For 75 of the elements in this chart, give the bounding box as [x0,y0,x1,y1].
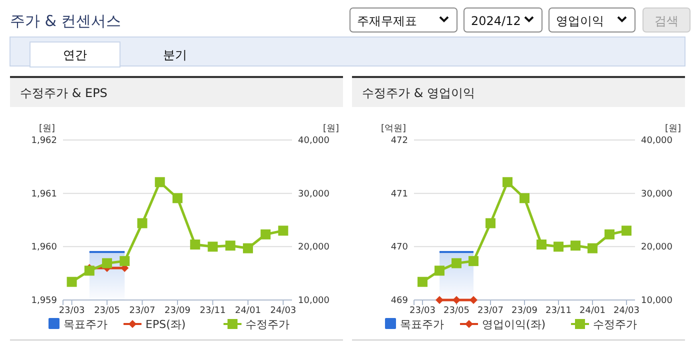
point [588,243,598,254]
text: 영업이익 [556,14,604,28]
y2-tick-label: 10,000 [298,296,330,306]
legend-label: 영업이익(좌) [482,318,546,331]
x-tick-label: 24/01 [580,306,606,316]
y-tick-label: 471 [390,189,408,200]
y2-axis-title: [원] [322,124,339,134]
point [570,240,580,251]
point [278,226,288,236]
point [102,258,112,268]
x-tick-label: 23/05 [444,306,470,316]
point [452,258,462,268]
x-tick-label: 23/09 [164,306,191,316]
point [242,243,253,254]
point [120,256,130,266]
x-tick-label: 23/09 [512,306,538,316]
point [486,218,496,228]
x-tick-label: 23/07 [478,306,504,316]
text: 검색 [654,14,678,28]
legend-label: 수정주가 [246,318,290,331]
point [84,266,94,276]
x-tick-label: 23/07 [129,306,156,316]
y2-tick-label: 40,000 [641,136,673,146]
y-tick-label: 470 [390,242,408,253]
legend-label: EPS(좌) [146,318,186,331]
text: 연간 [63,48,87,62]
y-tick-label: 472 [390,136,408,146]
y-axis-title: [억원] [380,124,406,134]
x-tick-label: 23/03 [410,306,436,316]
x-tick-label: 23/11 [200,306,226,316]
point [468,256,478,266]
x-tick-label: 24/03 [270,306,296,316]
y2-axis-title: [원] [664,124,681,134]
point [554,242,564,252]
chart-title: 수정주가 & EPS [20,86,108,100]
y2-tick-label: 20,000 [641,242,673,253]
text: 2024/12 [471,14,521,28]
point [604,229,614,240]
chart-title: 수정주가 & 영업이익 [362,86,475,100]
text: 주재무제표 [357,14,417,28]
point [520,193,530,204]
y2-tick-label: 40,000 [298,136,330,146]
x-tick-label: 24/01 [234,306,261,316]
point [137,218,148,228]
y2-tick-label: 30,000 [298,189,330,200]
x-tick-label: 24/03 [614,306,640,316]
point [172,193,182,204]
x-tick-label: 23/11 [546,306,572,316]
y-tick-label: 1,962 [31,136,57,146]
y-tick-label: 1,960 [31,242,58,253]
point [622,226,632,236]
point [260,229,271,240]
y-tick-label: 469 [390,296,408,306]
point [190,240,200,250]
point [536,240,546,250]
x-tick-label: 23/05 [94,306,120,316]
point [418,276,428,287]
y2-tick-label: 30,000 [641,189,673,200]
y2-tick-label: 20,000 [298,242,330,253]
point [208,242,218,252]
point [434,266,444,276]
y-tick-label: 1,959 [31,296,58,306]
y-tick-label: 1,961 [31,189,57,200]
x-tick-label: 23/03 [58,306,85,316]
point [66,276,77,287]
point [502,177,512,188]
legend-label: 수정주가 [593,318,637,331]
legend-label: 목표주가 [400,318,444,331]
text: 주가 & 컨센서스 [10,12,122,30]
legend-label: 목표주가 [64,318,108,331]
y-axis-title: [원] [38,124,55,134]
y2-tick-label: 10,000 [641,296,673,306]
text: 분기 [163,48,187,62]
point [225,240,236,251]
point [154,177,165,188]
